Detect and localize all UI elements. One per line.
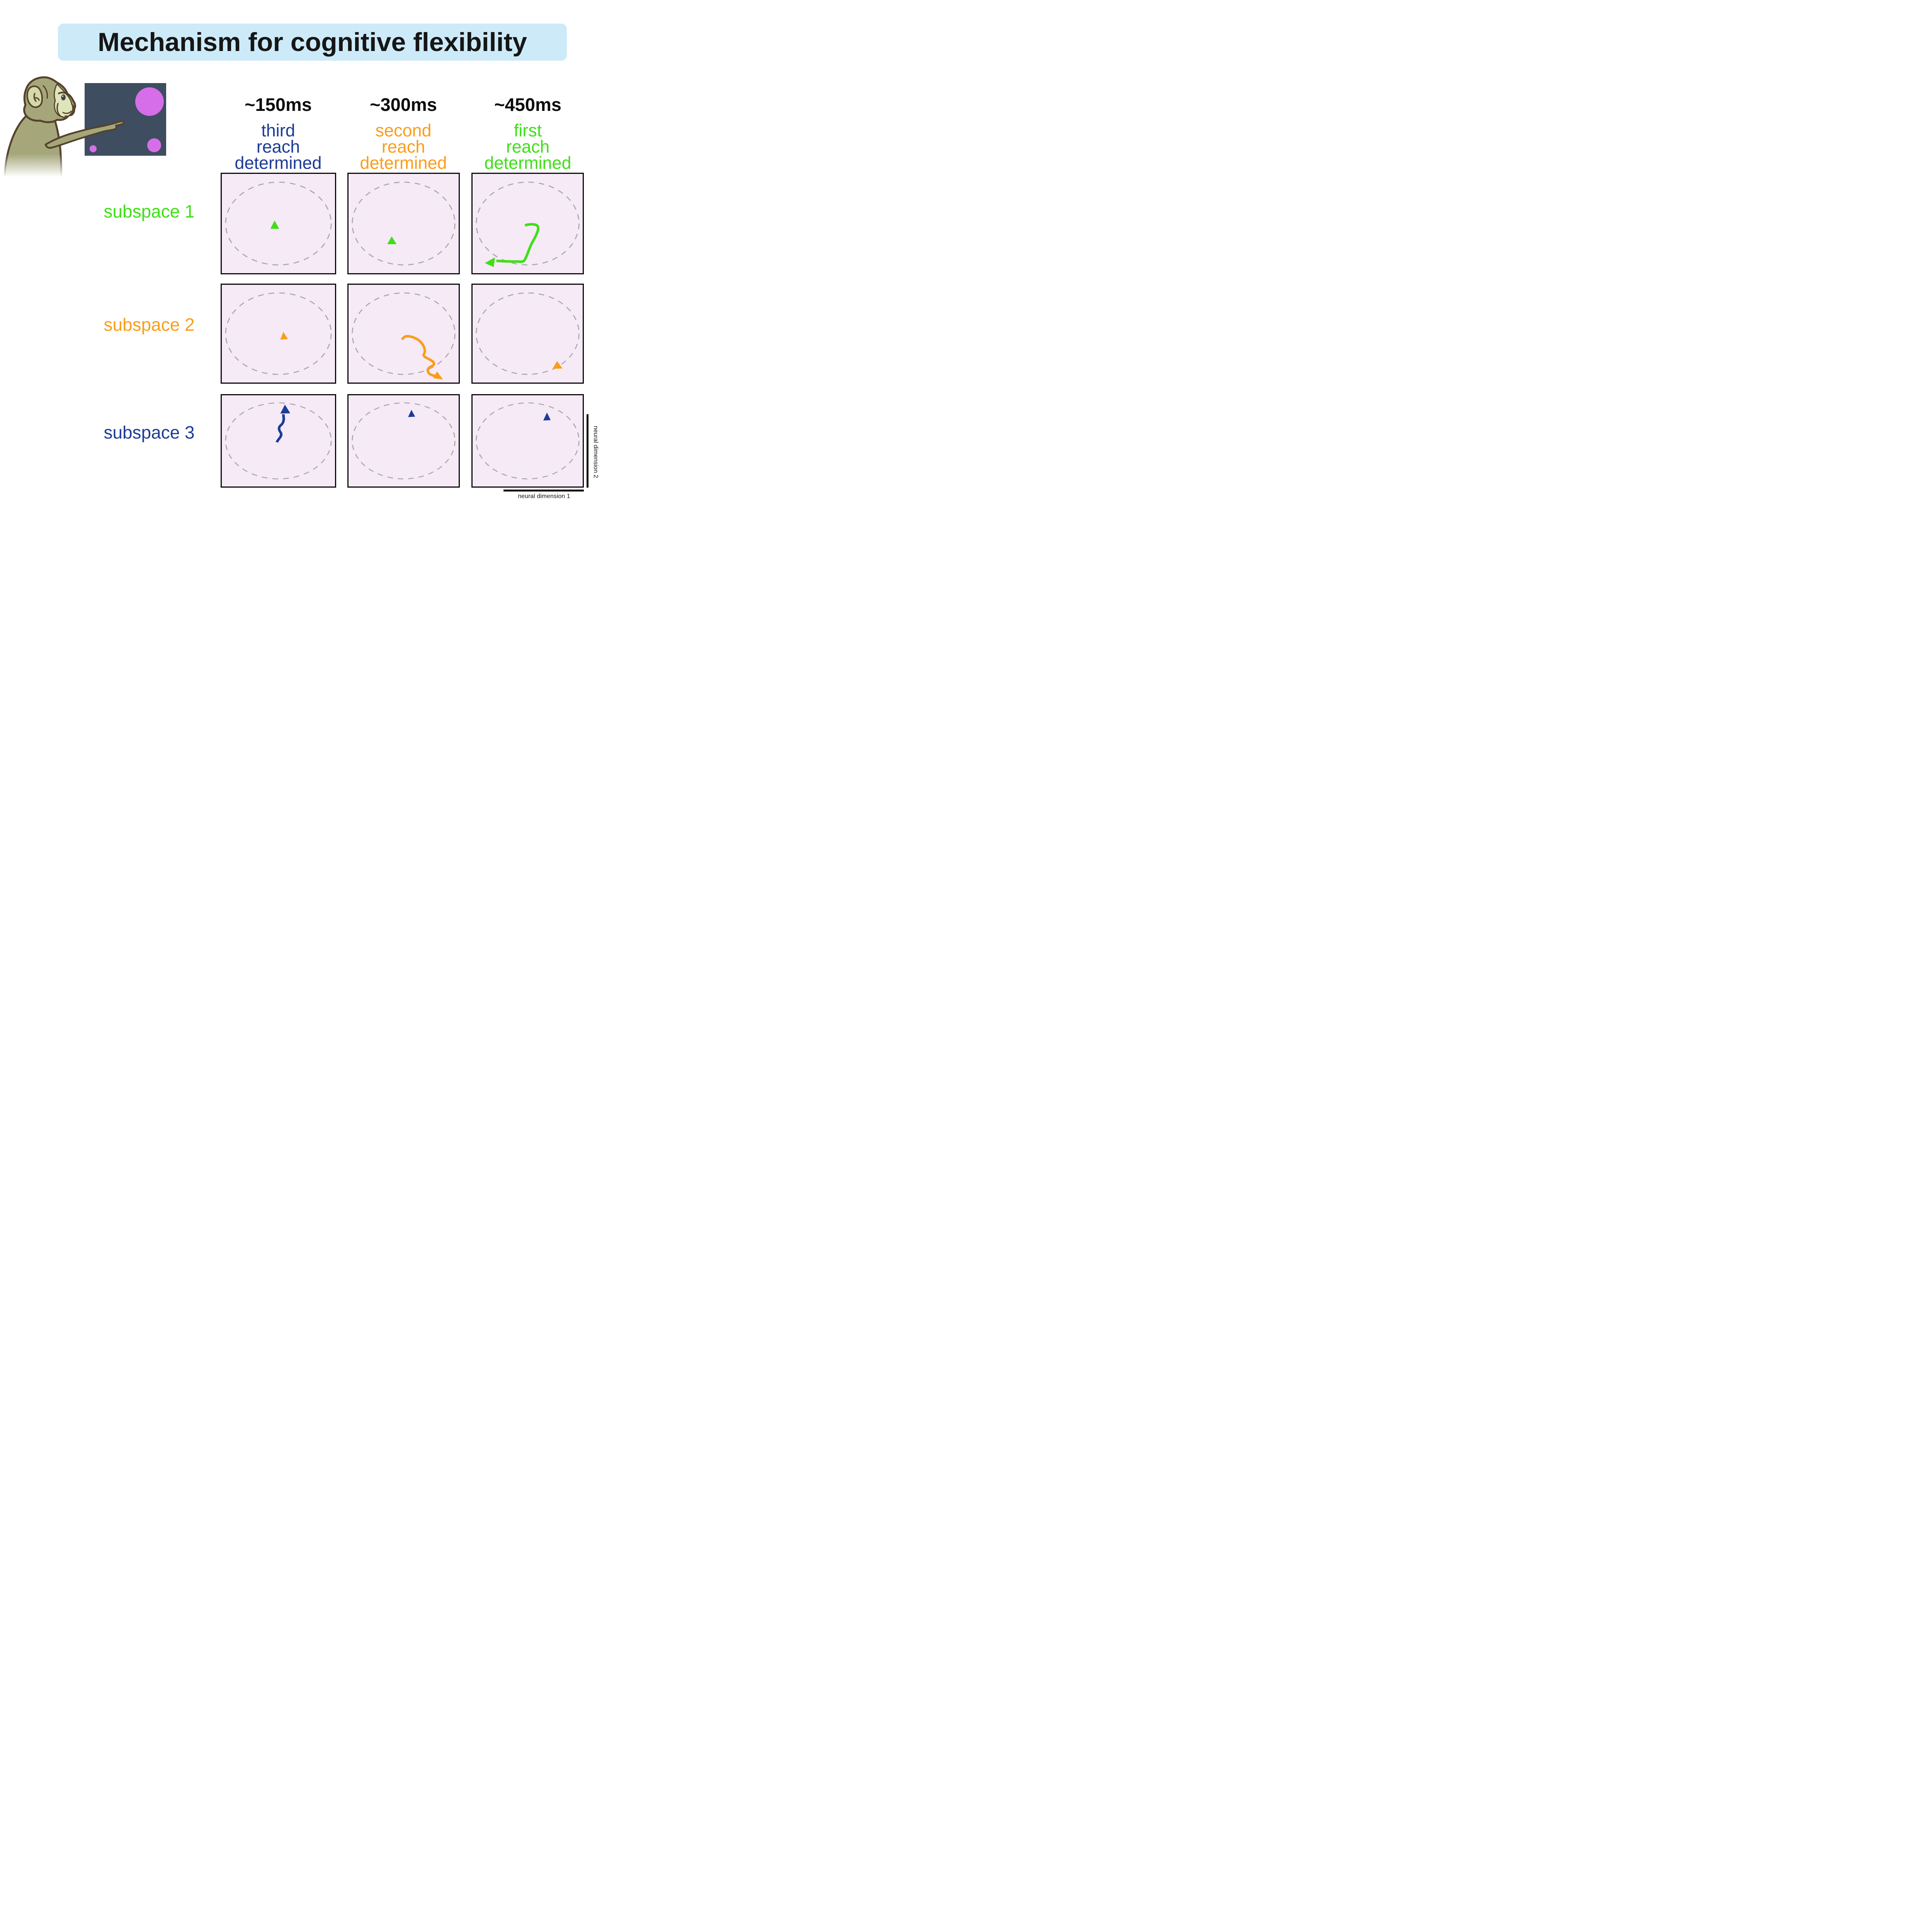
subspace-boundary-ellipse: [225, 292, 332, 375]
trajectory-arrowhead-green: [485, 257, 495, 267]
neural-state-triangle-orange: [553, 361, 563, 369]
panel-subspace2-150ms: [221, 284, 336, 384]
touch-screen-group: [85, 83, 166, 156]
panel-subspace1-300ms: [347, 173, 460, 274]
monkey-ear-inner-mark: [33, 93, 40, 102]
neural-dimension-2-axis-line: [587, 414, 588, 488]
title-banner: Mechanism for cognitive flexibility: [58, 24, 567, 61]
column-subtitle-third-reach: third reach determined: [216, 121, 340, 173]
neural-trajectory-orange: [401, 335, 438, 378]
panel-subspace3-450ms: [471, 394, 584, 488]
figure-title: Mechanism for cognitive flexibility: [98, 27, 527, 57]
stimulus-dot: [147, 138, 161, 152]
subspace-boundary-ellipse: [352, 182, 456, 265]
subspace-boundary-ellipse: [225, 402, 332, 480]
monkey-illustration: [0, 76, 166, 185]
subspace-boundary-ellipse: [225, 182, 332, 265]
neural-state-triangle-navy: [408, 410, 415, 417]
time-label-450ms: ~450ms: [494, 94, 561, 115]
neural-state-triangle-navy: [543, 412, 551, 421]
monkey-eye: [61, 94, 66, 100]
neural-state-triangle-green: [387, 236, 397, 245]
neural-state-triangle-green: [270, 220, 279, 229]
subspace-boundary-ellipse: [476, 402, 580, 480]
time-label-300ms: ~300ms: [370, 94, 437, 115]
time-label-150ms: ~150ms: [245, 94, 312, 115]
panel-subspace2-450ms: [471, 284, 584, 384]
subspace-boundary-ellipse: [476, 182, 580, 265]
figure-canvas: Mechanism for cognitive flexibility: [0, 0, 600, 510]
subtitle-line: reach: [381, 137, 425, 156]
x-axis-label: neural dimension 1: [518, 493, 570, 500]
column-subtitle-first-reach: first reach determined: [466, 121, 590, 173]
subtitle-line: first: [514, 121, 542, 140]
panel-subspace2-300ms: [347, 284, 460, 384]
subtitle-line: reach: [256, 137, 300, 156]
monkey-behind-ear-line: [43, 85, 48, 99]
row-label-subspace-1: subspace 1: [104, 201, 195, 221]
panel-subspace3-150ms: [221, 394, 336, 488]
subtitle-line: third: [261, 121, 295, 140]
monkey-pointing-arm: [44, 120, 125, 149]
monkey-cheek-line: [56, 103, 61, 117]
stimulus-dot: [135, 87, 164, 116]
target-dots: [89, 87, 164, 153]
row-label-subspace-3: subspace 3: [104, 422, 195, 442]
neural-trajectory-green: [496, 223, 540, 263]
panel-subspace3-300ms: [347, 394, 460, 488]
subtitle-line: determined: [484, 153, 571, 173]
monkey-chin-line: [64, 114, 71, 117]
monkey-eye-glint: [62, 95, 63, 97]
neural-trajectory-navy: [276, 414, 285, 443]
subspace-boundary-ellipse: [352, 292, 456, 375]
column-subtitle-second-reach: second reach determined: [342, 121, 465, 173]
subspace-boundary-ellipse: [352, 402, 456, 480]
neural-state-triangle-orange: [280, 332, 288, 340]
y-axis-label: neural dimension 2: [592, 426, 599, 478]
panel-subspace1-450ms: [471, 173, 584, 274]
subtitle-line: determined: [235, 153, 322, 173]
trajectory-arrowhead-orange: [433, 371, 443, 380]
monkey-brow: [58, 92, 68, 95]
monkey-fade: [0, 154, 84, 185]
subtitle-line: reach: [506, 137, 550, 156]
monkey-mouth: [62, 111, 72, 114]
stimulus-dot: [89, 145, 97, 153]
neural-dimension-1-axis-line: [503, 490, 584, 492]
subspace-boundary-ellipse: [476, 292, 580, 375]
panel-subspace1-150ms: [221, 173, 336, 274]
trajectory-arrowhead-navy: [280, 405, 291, 414]
subtitle-line: determined: [360, 153, 447, 173]
subtitle-line: second: [375, 121, 432, 140]
row-label-subspace-2: subspace 2: [104, 315, 195, 335]
